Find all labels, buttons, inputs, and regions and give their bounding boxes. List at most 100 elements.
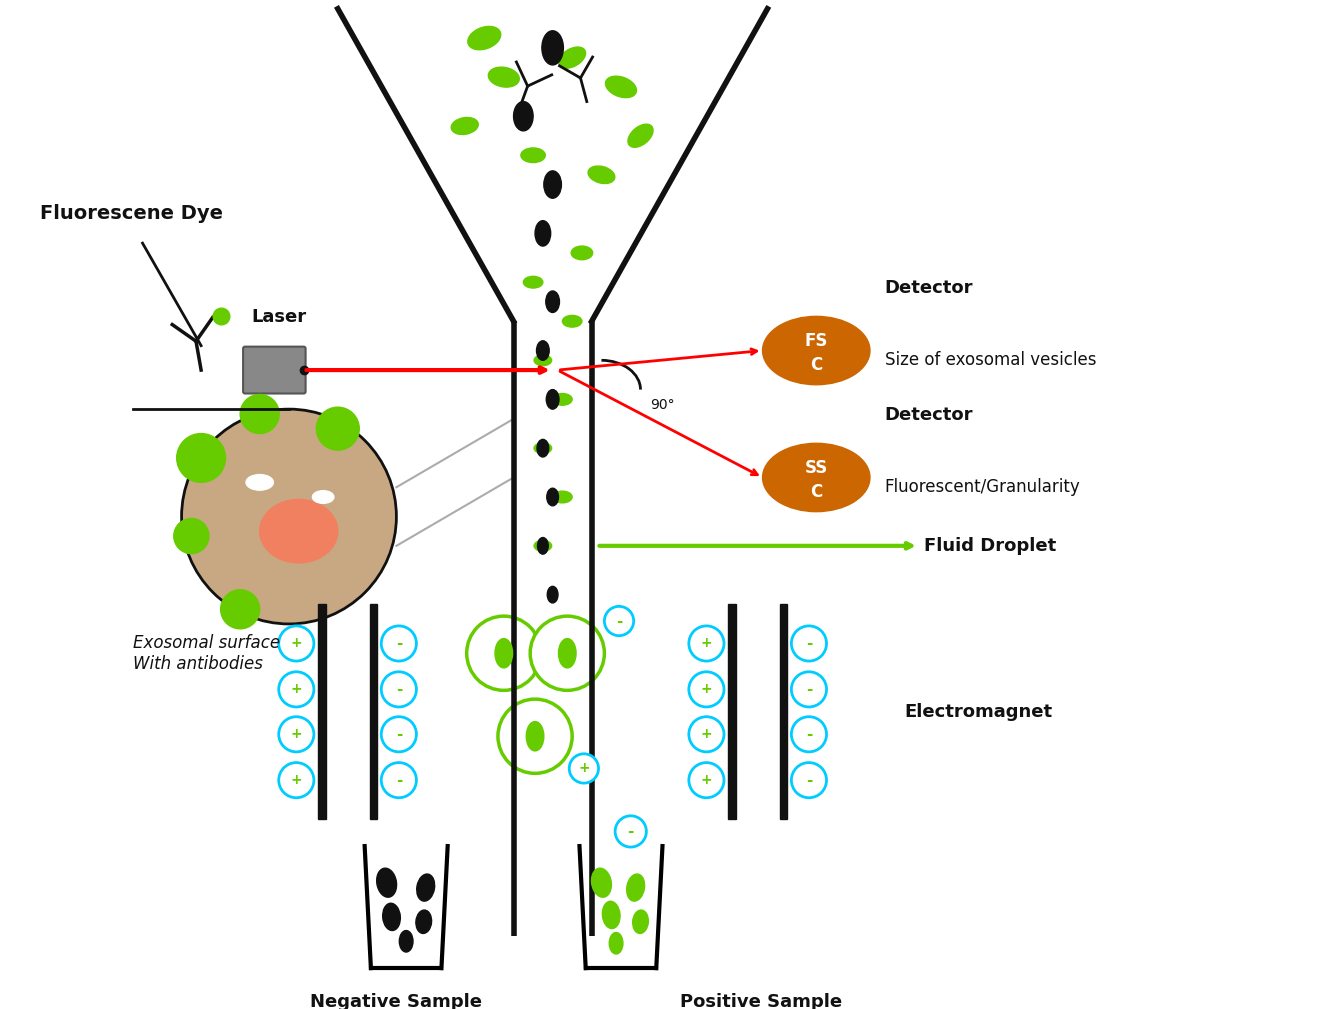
Circle shape bbox=[605, 606, 634, 636]
Text: Fluorescene Dye: Fluorescene Dye bbox=[40, 205, 224, 223]
Ellipse shape bbox=[259, 499, 337, 563]
Text: Size of exosomal vesicles: Size of exosomal vesicles bbox=[885, 351, 1097, 369]
Circle shape bbox=[791, 716, 827, 752]
Ellipse shape bbox=[451, 117, 479, 134]
Ellipse shape bbox=[546, 488, 558, 506]
Circle shape bbox=[279, 672, 314, 707]
Ellipse shape bbox=[537, 439, 549, 457]
Ellipse shape bbox=[591, 868, 611, 897]
Text: Electromagnet: Electromagnet bbox=[904, 703, 1052, 720]
Circle shape bbox=[381, 672, 417, 707]
Ellipse shape bbox=[546, 389, 560, 409]
Ellipse shape bbox=[627, 874, 644, 901]
Circle shape bbox=[689, 763, 724, 798]
FancyBboxPatch shape bbox=[243, 347, 306, 394]
Text: +: + bbox=[701, 773, 712, 787]
Text: Laser: Laser bbox=[251, 308, 307, 326]
Ellipse shape bbox=[488, 68, 520, 87]
Text: +: + bbox=[701, 727, 712, 742]
Text: -: - bbox=[806, 726, 812, 742]
Text: +: + bbox=[701, 682, 712, 696]
Circle shape bbox=[279, 626, 314, 661]
Text: C: C bbox=[810, 356, 823, 374]
Text: Detector: Detector bbox=[885, 278, 974, 297]
Ellipse shape bbox=[762, 317, 871, 384]
Bar bbox=[779, 604, 787, 819]
Ellipse shape bbox=[377, 868, 397, 897]
Bar bbox=[318, 604, 325, 819]
Ellipse shape bbox=[548, 586, 558, 603]
Ellipse shape bbox=[546, 291, 560, 313]
Text: +: + bbox=[578, 762, 590, 776]
Text: -: - bbox=[396, 682, 402, 697]
Text: -: - bbox=[615, 613, 622, 629]
Circle shape bbox=[569, 754, 598, 783]
Text: -: - bbox=[806, 773, 812, 788]
Circle shape bbox=[791, 672, 827, 707]
Text: SS: SS bbox=[804, 459, 828, 476]
Circle shape bbox=[177, 434, 225, 482]
Text: -: - bbox=[396, 726, 402, 742]
Ellipse shape bbox=[400, 930, 413, 952]
Ellipse shape bbox=[521, 148, 545, 162]
Text: Detector: Detector bbox=[885, 406, 974, 424]
Ellipse shape bbox=[553, 491, 572, 502]
Ellipse shape bbox=[534, 443, 552, 454]
Ellipse shape bbox=[417, 874, 435, 901]
Text: -: - bbox=[806, 636, 812, 651]
Ellipse shape bbox=[382, 903, 401, 930]
Text: +: + bbox=[291, 682, 302, 696]
Text: Exosomal surface
With antibodies: Exosomal surface With antibodies bbox=[132, 634, 280, 673]
Circle shape bbox=[221, 590, 259, 629]
Text: 90°: 90° bbox=[651, 399, 675, 412]
Text: Fluid Droplet: Fluid Droplet bbox=[923, 537, 1056, 555]
Circle shape bbox=[497, 699, 572, 773]
Bar bbox=[369, 604, 377, 819]
Ellipse shape bbox=[628, 124, 654, 147]
Circle shape bbox=[791, 626, 827, 661]
Ellipse shape bbox=[468, 26, 500, 49]
Ellipse shape bbox=[534, 541, 552, 551]
Circle shape bbox=[279, 716, 314, 752]
Text: Positive Sample: Positive Sample bbox=[680, 993, 841, 1009]
Circle shape bbox=[381, 763, 417, 798]
Ellipse shape bbox=[527, 721, 544, 751]
Ellipse shape bbox=[632, 910, 648, 933]
Text: +: + bbox=[291, 637, 302, 651]
Circle shape bbox=[689, 626, 724, 661]
Text: Negative Sample: Negative Sample bbox=[311, 993, 483, 1009]
Ellipse shape bbox=[558, 47, 586, 69]
Circle shape bbox=[381, 716, 417, 752]
Text: -: - bbox=[627, 824, 634, 838]
Circle shape bbox=[467, 616, 541, 690]
Ellipse shape bbox=[572, 246, 593, 259]
Ellipse shape bbox=[537, 341, 549, 360]
Text: Fluorescent/Granularity: Fluorescent/Granularity bbox=[885, 478, 1081, 496]
Ellipse shape bbox=[524, 276, 542, 288]
Ellipse shape bbox=[312, 490, 333, 503]
Ellipse shape bbox=[542, 30, 564, 65]
Bar bbox=[728, 604, 736, 819]
Circle shape bbox=[689, 716, 724, 752]
Circle shape bbox=[381, 626, 417, 661]
Ellipse shape bbox=[534, 221, 550, 246]
Text: +: + bbox=[291, 727, 302, 742]
Ellipse shape bbox=[558, 639, 576, 668]
Text: +: + bbox=[291, 773, 302, 787]
Ellipse shape bbox=[562, 316, 582, 327]
Ellipse shape bbox=[610, 932, 623, 954]
Text: -: - bbox=[396, 773, 402, 788]
Ellipse shape bbox=[544, 171, 561, 198]
Text: -: - bbox=[806, 682, 812, 697]
Ellipse shape bbox=[538, 636, 548, 651]
Ellipse shape bbox=[534, 355, 552, 365]
Circle shape bbox=[615, 816, 647, 848]
Ellipse shape bbox=[606, 77, 636, 98]
Circle shape bbox=[791, 763, 827, 798]
Ellipse shape bbox=[553, 394, 572, 406]
Ellipse shape bbox=[246, 474, 274, 490]
Circle shape bbox=[531, 616, 605, 690]
Text: C: C bbox=[810, 483, 823, 501]
Ellipse shape bbox=[602, 901, 620, 928]
Ellipse shape bbox=[513, 102, 533, 131]
